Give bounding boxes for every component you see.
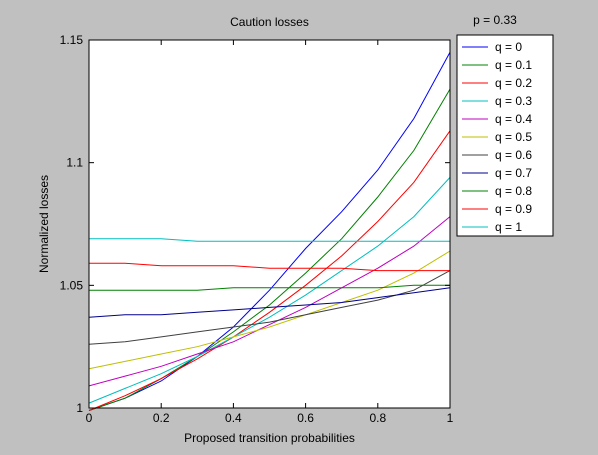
legend-label-4: q = 0.4 bbox=[495, 112, 532, 126]
series-line-8 bbox=[89, 284, 450, 291]
y-tick-label: 1 bbox=[76, 401, 83, 415]
series-line-1 bbox=[88, 88, 451, 411]
series-line-7 bbox=[88, 287, 451, 318]
legend-label-9: q = 0.9 bbox=[495, 202, 532, 216]
series-line-9 bbox=[89, 262, 450, 272]
legend-label-0: q = 0 bbox=[495, 40, 522, 54]
x-tick-label: 0.4 bbox=[225, 411, 242, 425]
legend-label-7: q = 0.7 bbox=[495, 166, 532, 180]
x-tick-label: 0.2 bbox=[153, 411, 170, 425]
legend: q = 0 q = 0.1 q = 0.2 q = 0.3 q = 0.4 q = 0.5… bbox=[456, 34, 554, 237]
legend-label-6: q = 0.6 bbox=[495, 148, 532, 162]
plot-frame bbox=[88, 39, 451, 409]
x-tick-label: 0.6 bbox=[297, 411, 314, 425]
legend-label-3: q = 0.3 bbox=[495, 94, 532, 108]
x-tick-label: 0 bbox=[86, 411, 93, 425]
series-line-0 bbox=[88, 52, 451, 411]
x-tick-label: 1 bbox=[447, 411, 454, 425]
p-label: p = 0.33 bbox=[473, 13, 517, 27]
chart-title: Caution losses bbox=[230, 15, 309, 29]
axis-ticks: 0 0.2 0.4 0.6 0.8 1 1 1.05 1.1 1.15 bbox=[60, 33, 454, 425]
legend-box bbox=[456, 34, 554, 237]
series-line-2 bbox=[88, 130, 451, 411]
legend-label-2: q = 0.2 bbox=[495, 76, 532, 90]
legend-label-5: q = 0.5 bbox=[495, 130, 532, 144]
series-line-5 bbox=[88, 250, 451, 370]
legend-label-8: q = 0.8 bbox=[495, 184, 532, 198]
plot-area bbox=[89, 40, 450, 408]
y-tick-label: 1.15 bbox=[60, 33, 84, 47]
x-tick-label: 0.8 bbox=[369, 411, 386, 425]
series-line-4 bbox=[88, 216, 451, 387]
x-axis-label: Proposed transition probabilities bbox=[184, 431, 355, 445]
series-line-10 bbox=[89, 238, 450, 242]
y-tick-label: 1.1 bbox=[66, 156, 83, 170]
legend-label-10: q = 1 bbox=[495, 220, 522, 234]
y-tick-label: 1.05 bbox=[60, 278, 84, 292]
series-line-6 bbox=[88, 270, 451, 345]
legend-label-1: q = 0.1 bbox=[495, 58, 532, 72]
y-axis-label: Normalized losses bbox=[37, 175, 51, 273]
series-lines bbox=[88, 52, 451, 411]
series-line-3 bbox=[88, 177, 451, 404]
